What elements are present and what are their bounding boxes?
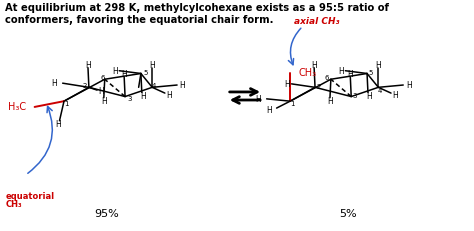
Text: H: H bbox=[392, 90, 399, 99]
Text: H: H bbox=[101, 97, 107, 106]
Text: H: H bbox=[52, 78, 57, 87]
Text: 2: 2 bbox=[317, 84, 321, 90]
Text: H: H bbox=[56, 120, 62, 129]
Text: H₃C: H₃C bbox=[9, 102, 27, 112]
Text: H: H bbox=[266, 106, 272, 115]
Text: 4: 4 bbox=[151, 83, 156, 89]
Text: H: H bbox=[327, 97, 333, 106]
Text: 95%: 95% bbox=[95, 208, 119, 218]
Text: 2: 2 bbox=[82, 83, 87, 89]
Text: axial CH₃: axial CH₃ bbox=[294, 17, 339, 26]
Text: H: H bbox=[255, 94, 261, 103]
Text: H: H bbox=[375, 61, 381, 70]
Text: H: H bbox=[180, 81, 185, 90]
Text: At equilibrium at 298 K, methylcylcohexane exists as a 95:5 ratio of
conformers,: At equilibrium at 298 K, methylcylcohexa… bbox=[5, 3, 389, 24]
Text: CH₃: CH₃ bbox=[5, 200, 22, 209]
Text: 1: 1 bbox=[64, 101, 69, 107]
Text: 1: 1 bbox=[290, 101, 295, 107]
Text: H: H bbox=[311, 61, 317, 70]
Text: H: H bbox=[85, 61, 91, 70]
Text: H: H bbox=[112, 66, 118, 75]
Text: 3: 3 bbox=[353, 92, 357, 98]
Text: 5: 5 bbox=[368, 69, 373, 75]
Text: 4: 4 bbox=[377, 88, 382, 94]
Text: 6: 6 bbox=[325, 75, 329, 81]
Text: CH₃: CH₃ bbox=[298, 67, 317, 77]
Text: H: H bbox=[347, 70, 353, 79]
Text: H: H bbox=[366, 91, 372, 100]
Text: H: H bbox=[121, 70, 127, 79]
Text: 5: 5 bbox=[143, 69, 147, 75]
Text: H: H bbox=[406, 81, 411, 90]
Text: 6: 6 bbox=[100, 75, 105, 81]
Text: H: H bbox=[166, 90, 172, 99]
Text: H: H bbox=[98, 87, 103, 96]
Text: 5%: 5% bbox=[339, 208, 357, 218]
Text: H: H bbox=[338, 66, 344, 75]
Text: H: H bbox=[149, 61, 155, 70]
Text: equatorial: equatorial bbox=[5, 191, 55, 201]
Text: H: H bbox=[140, 91, 146, 100]
Text: H: H bbox=[284, 79, 290, 88]
Text: 3: 3 bbox=[128, 96, 132, 102]
